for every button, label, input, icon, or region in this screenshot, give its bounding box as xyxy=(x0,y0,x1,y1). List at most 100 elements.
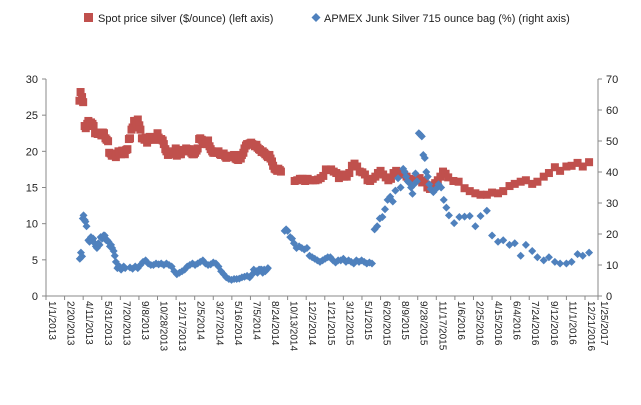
spot-price-point xyxy=(135,121,144,130)
x-axis-tick-label: 12/2/2014 xyxy=(306,301,317,346)
spot-price-point xyxy=(521,176,530,185)
x-axis-tick-label: 4/15/2016 xyxy=(492,301,503,346)
spot-price-point xyxy=(415,174,424,183)
spot-price-point xyxy=(585,158,594,167)
spot-price-point xyxy=(510,179,519,188)
x-axis-tick-label: 1/25/2017 xyxy=(598,301,609,346)
spot-price-point xyxy=(539,172,548,181)
apmex-premium-point xyxy=(283,226,292,235)
apmex-premium-point xyxy=(302,243,311,252)
spot-price-point xyxy=(81,124,90,133)
left-axis-tick-label: 20 xyxy=(26,146,38,158)
spot-price-point xyxy=(578,162,587,171)
x-axis-tick-label: 1/21/2015 xyxy=(325,301,336,346)
x-axis-tick-label: 5/16/2014 xyxy=(232,301,243,346)
apmex-premium-point xyxy=(420,154,429,163)
apmex-premium-point xyxy=(75,254,84,263)
apmex-premium-point xyxy=(408,189,417,198)
apmex-premium-point xyxy=(450,219,459,228)
apmex-premium-point xyxy=(585,248,594,257)
x-axis-tick-label: 2/25/2016 xyxy=(473,301,484,346)
spot-price-point xyxy=(465,187,474,196)
left-axis-tick-label: 25 xyxy=(26,110,38,122)
x-axis-tick-label: 9/8/2013 xyxy=(139,301,150,340)
apmex-premium-point xyxy=(121,264,130,273)
apmex-premium-point xyxy=(82,222,91,231)
x-axis-ticks: 1/1/2013 2/20/2013 4/11/2013 5/31/2013 7/20/… xyxy=(45,296,609,351)
spot-price-point xyxy=(353,162,362,171)
apmex-premium-point xyxy=(78,252,87,261)
x-axis-tick-label: 9/28/2015 xyxy=(418,301,429,346)
apmex-premium-point xyxy=(567,257,576,266)
spot-price-point xyxy=(533,177,542,186)
spot-price-point xyxy=(153,129,162,138)
left-axis-ticks: 0 5 10 15 20 25 30 xyxy=(26,74,46,303)
apmex-premium-point xyxy=(510,239,519,248)
apmex-premium-point xyxy=(263,264,272,273)
apmex-premium-point xyxy=(488,231,497,240)
apmex-premium-point xyxy=(578,251,587,260)
left-axis-tick-label: 15 xyxy=(26,183,38,195)
x-axis-tick-label: 9/12/2016 xyxy=(548,301,559,346)
spot-price-point xyxy=(488,188,497,197)
apmex-premium-point xyxy=(455,212,464,221)
spot-price-point xyxy=(444,173,453,182)
right-axis-tick-label: 0 xyxy=(606,291,612,303)
x-axis-tick-label: 3/12/2015 xyxy=(343,301,354,346)
x-axis-tick-label: 7/5/2014 xyxy=(250,301,261,340)
apmex-premium-point xyxy=(516,251,525,260)
spot-price-point xyxy=(562,162,571,171)
apmex-premium-point xyxy=(411,169,420,178)
right-axis-tick-label: 60 xyxy=(606,105,618,117)
apmex-premium-point xyxy=(442,203,451,212)
left-axis-tick-label: 10 xyxy=(26,219,38,231)
x-axis-tick-label: 7/20/2013 xyxy=(120,301,131,346)
series-apmex-premium xyxy=(75,129,594,284)
spot-price-point xyxy=(78,93,87,102)
apmex-premium-point xyxy=(394,174,403,183)
apmex-premium-point xyxy=(439,195,448,204)
spot-price-point xyxy=(332,169,341,178)
apmex-premium-point xyxy=(423,172,432,181)
x-axis-tick-label: 4/11/2013 xyxy=(83,301,94,345)
left-axis-tick-label: 5 xyxy=(32,255,38,267)
x-axis-tick-label: 12/21/2016 xyxy=(585,301,596,351)
legend-marker-apmex xyxy=(311,13,321,22)
spot-price-point xyxy=(204,136,213,145)
apmex-premium-point xyxy=(305,251,314,260)
apmex-premium-point xyxy=(471,222,480,231)
spot-price-point xyxy=(159,140,168,149)
apmex-premium-point xyxy=(465,212,474,221)
spot-price-point xyxy=(449,176,458,185)
apmex-premium-point xyxy=(367,259,376,268)
spot-price-point xyxy=(476,190,485,199)
legend-label-spot-price: Spot price silver ($/ounce) (left axis) xyxy=(98,13,273,25)
x-axis-tick-label: 2/5/2014 xyxy=(195,301,206,340)
apmex-premium-point xyxy=(482,206,491,215)
legend-label-apmex: APMEX Junk Silver 715 ounce bag (%) (rig… xyxy=(324,13,570,25)
apmex-premium-point xyxy=(321,254,330,263)
apmex-premium-point xyxy=(417,132,426,141)
left-axis-tick-label: 0 xyxy=(32,291,38,303)
left-axis-tick-label: 30 xyxy=(26,74,38,86)
spot-price-point xyxy=(104,137,113,146)
x-axis-tick-label: 10/28/2013 xyxy=(158,301,169,351)
x-axis-tick-label: 10/13/2014 xyxy=(288,301,299,351)
x-axis-tick-label: 5/1/2015 xyxy=(362,301,373,340)
spot-price-point xyxy=(133,115,142,124)
apmex-premium-point xyxy=(396,183,405,192)
spot-price-point xyxy=(494,189,503,198)
apmex-premium-point xyxy=(437,183,446,192)
x-axis-tick-label: 3/27/2014 xyxy=(213,301,224,346)
spot-price-point xyxy=(128,123,137,132)
right-axis-tick-label: 70 xyxy=(606,74,618,86)
legend-marker-spot-price xyxy=(84,13,93,22)
spot-price-point xyxy=(556,166,565,175)
x-axis-tick-label: 11/1/2016 xyxy=(566,301,577,345)
spot-price-point xyxy=(79,98,88,107)
right-axis-ticks: 0 10 20 30 40 50 60 70 xyxy=(598,74,618,303)
apmex-premium-point xyxy=(388,197,397,206)
apmex-premium-point xyxy=(412,177,421,186)
